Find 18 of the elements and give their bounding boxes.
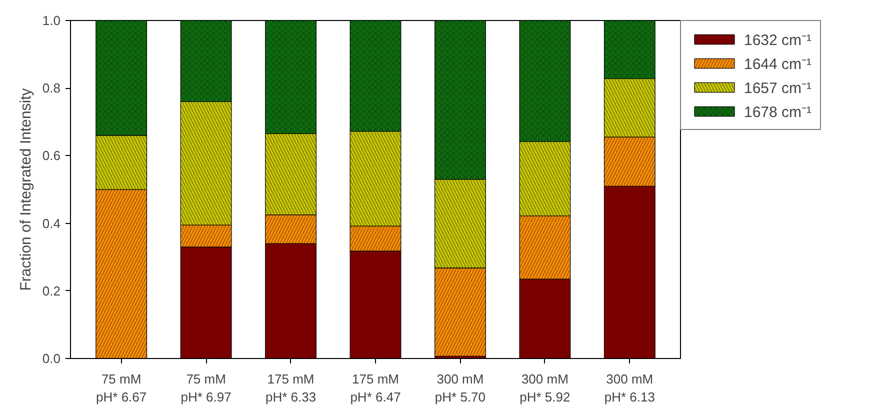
x-tick-label: 175 mM pH* 6.47: [350, 372, 401, 404]
legend-label: 1644 cm⁻¹: [744, 55, 812, 73]
y-tick-label: 0.8: [42, 80, 61, 96]
y-tick-label: 0.2: [42, 283, 61, 298]
x-tick-label: 300 mM pH* 5.70: [434, 372, 486, 404]
y-tick-label: 0.0: [42, 351, 61, 366]
x-tick-label: 75 mM pH* 6.97: [180, 372, 232, 404]
legend-label: 1632 cm⁻¹: [744, 31, 812, 49]
legend-label: 1657 cm⁻¹: [744, 79, 812, 97]
x-tick-label: 175 mM pH* 6.33: [265, 372, 316, 404]
y-tick-label: 0.4: [42, 216, 61, 231]
x-tick-label: 75 mM pH* 6.67: [96, 372, 147, 404]
y-tick-label: 0.6: [42, 148, 61, 164]
y-axis-title: Fraction of Integrated Intensity: [17, 88, 34, 291]
x-tick-label: 300 mM pH* 5.92: [520, 372, 570, 404]
y-tick-label: 1.0: [42, 13, 61, 28]
legend-label: 1678 cm⁻¹: [744, 103, 812, 121]
x-tick-label: 300 mM pH* 6.13: [604, 372, 655, 404]
